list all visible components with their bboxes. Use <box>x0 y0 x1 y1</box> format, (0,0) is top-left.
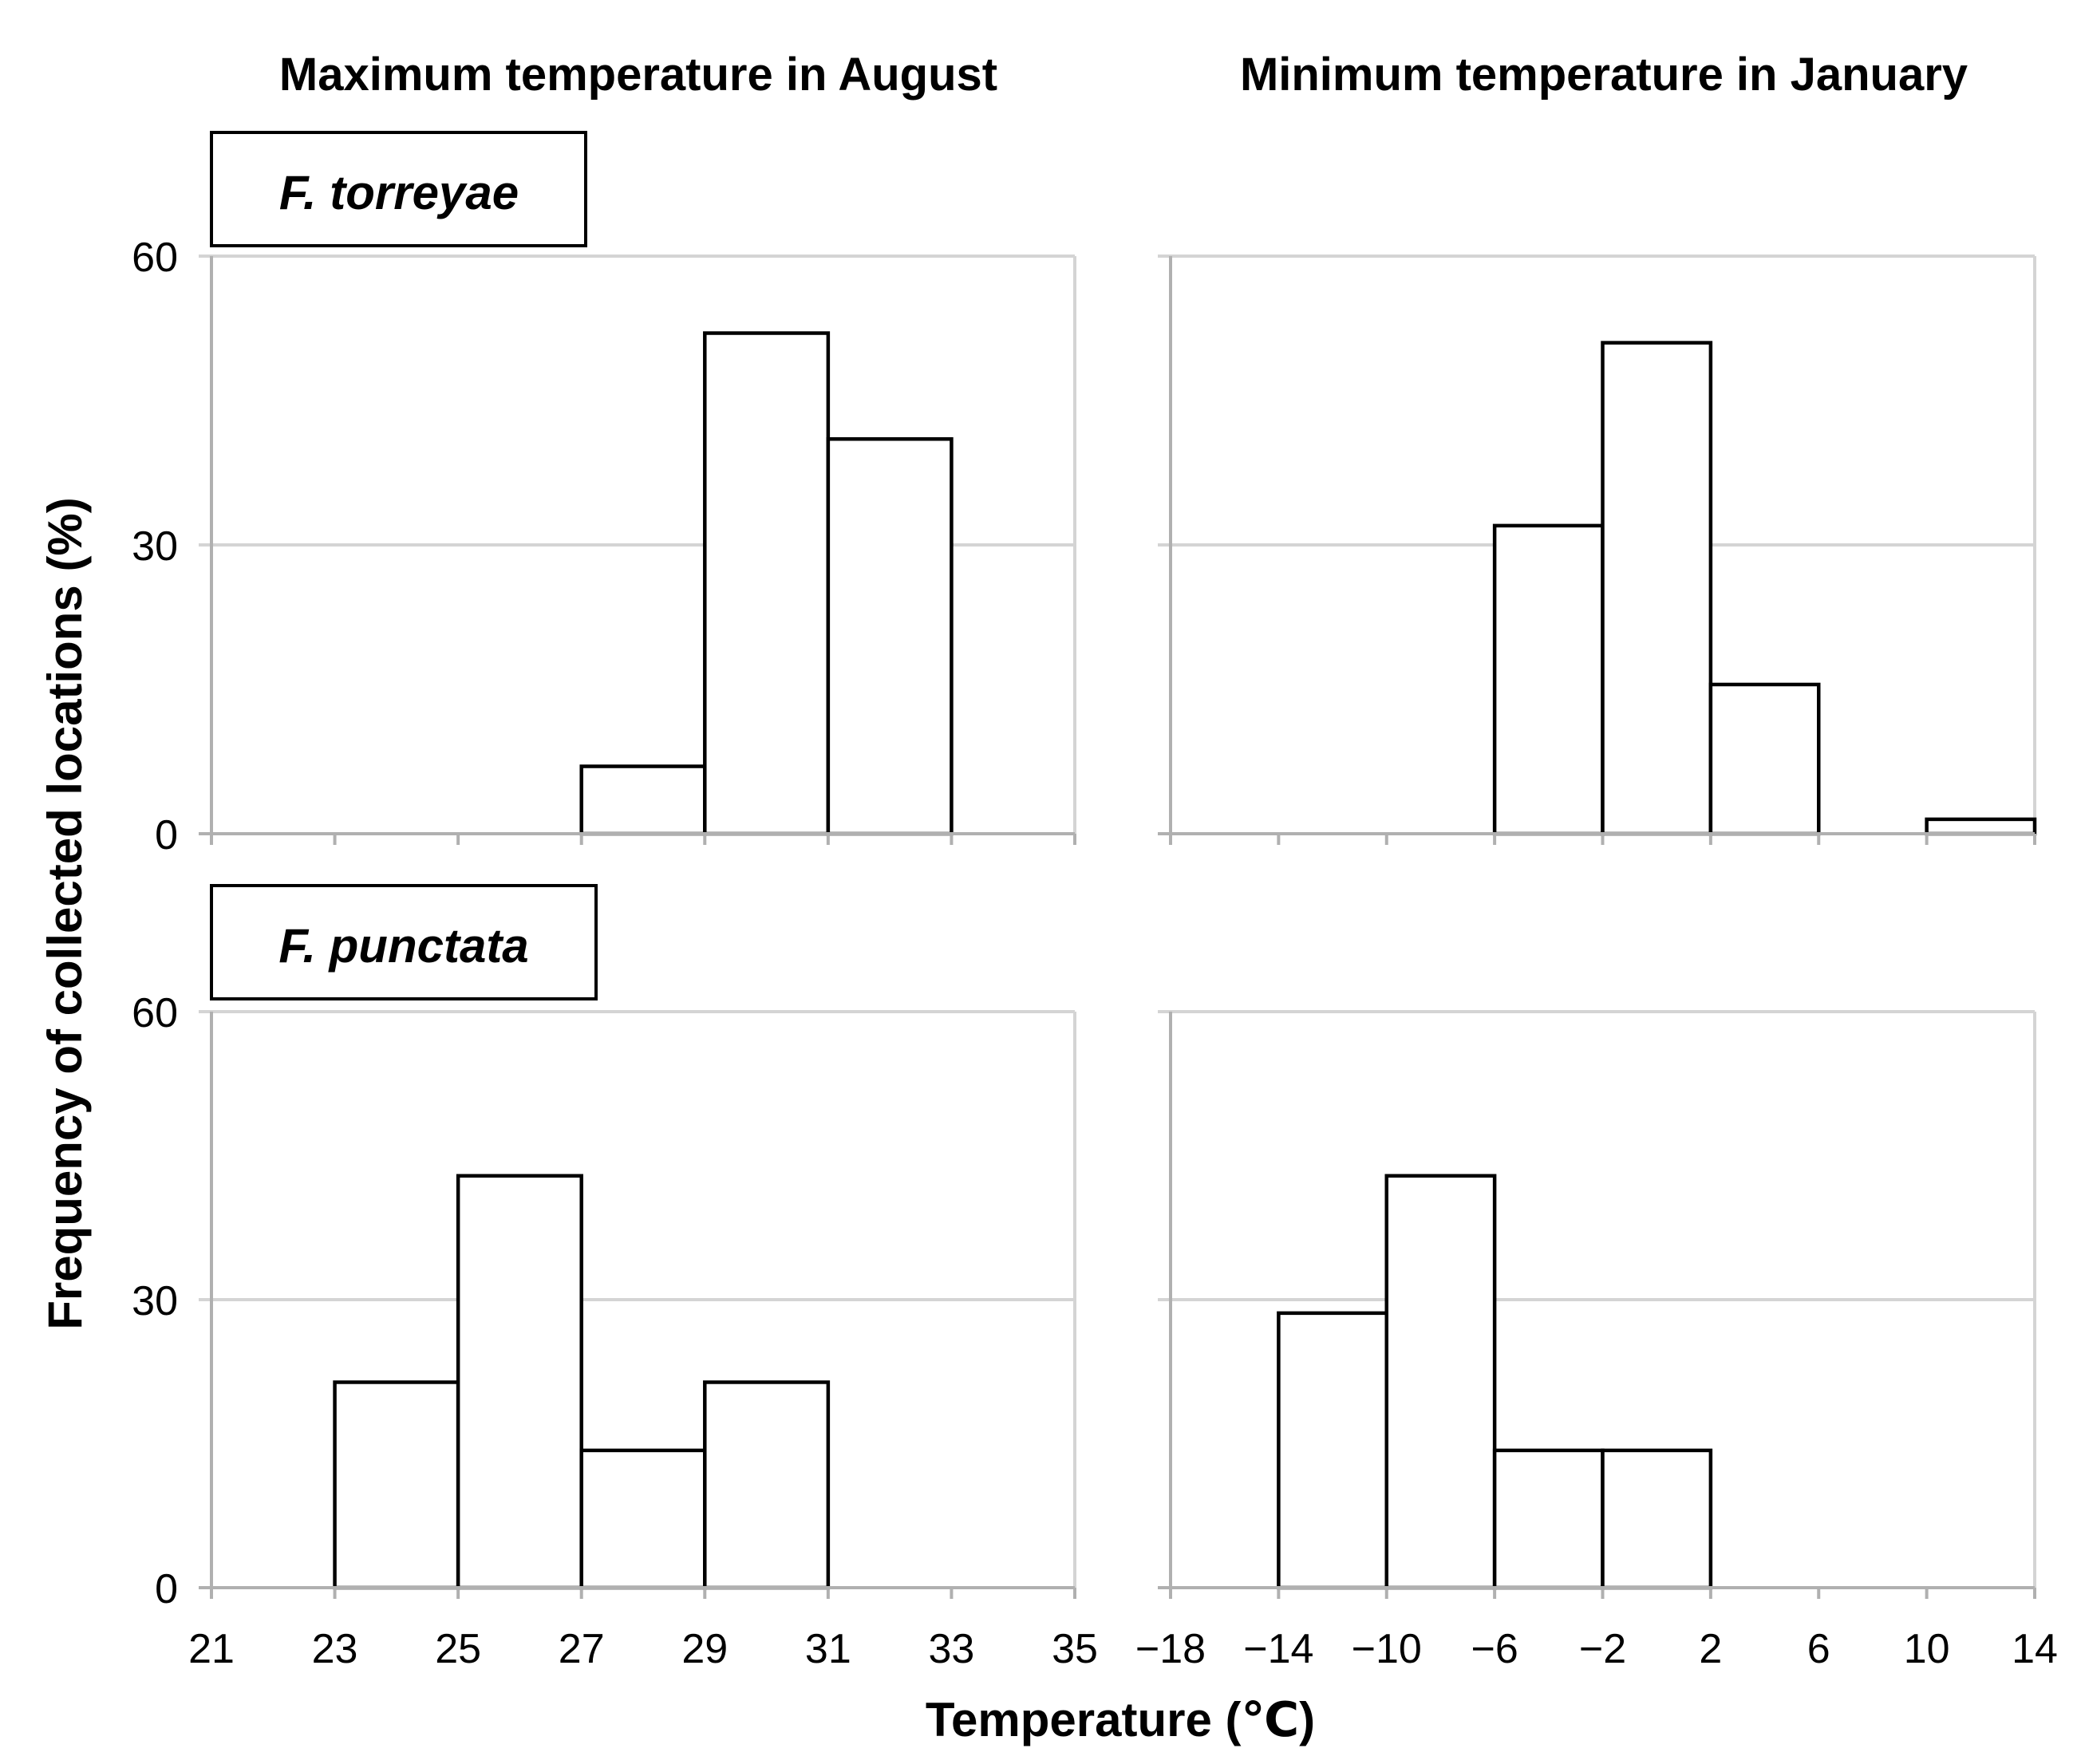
x-tick-label: −6 <box>1471 1626 1518 1672</box>
y-axis-title: Frequency of collected locations (%) <box>38 497 92 1330</box>
left-column-title: Maximum temperature in August <box>279 49 997 101</box>
x-tick-label: −14 <box>1243 1626 1313 1672</box>
histogram-bar <box>1492 523 1605 836</box>
y-tick-label: 60 <box>132 235 178 281</box>
species-label-top: F. torreyae <box>210 131 587 247</box>
right-column-title: Minimum temperature in January <box>1240 49 1968 101</box>
histogram-bar <box>1601 341 1713 836</box>
histogram-bar <box>1601 1448 1713 1590</box>
panel-torreyae-august: 0 30 60 <box>132 235 1076 858</box>
histogram-bar <box>1708 682 1821 836</box>
species-label-top-box <box>210 131 587 247</box>
y-tick-label: 60 <box>132 990 178 1036</box>
histogram-bar <box>703 331 831 836</box>
x-tick-label: 27 <box>559 1626 605 1672</box>
histogram-bar <box>1492 1448 1605 1590</box>
histogram-bar <box>333 1380 460 1590</box>
histogram-bar <box>1925 817 2037 836</box>
x-axis-title: Temperature (℃) <box>926 1693 1315 1746</box>
histogram-bar <box>826 437 954 836</box>
panel-punctata-january: −18 −14 −10 −6 −2 2 6 10 14 <box>1135 1010 2058 1672</box>
panel-punctata-august: 21 23 25 27 29 31 33 35 0 30 60 <box>132 990 1098 1672</box>
x-tick-label: 21 <box>188 1626 235 1672</box>
x-tick-label: 29 <box>681 1626 728 1672</box>
species-label-bottom: F. punctata <box>210 884 598 1000</box>
histogram-bar <box>579 764 707 836</box>
histogram-bar <box>1277 1311 1388 1590</box>
x-tick-label: 14 <box>2012 1626 2058 1672</box>
x-tick-label: 31 <box>805 1626 851 1672</box>
x-tick-label: 10 <box>1904 1626 1950 1672</box>
y-tick-label: 0 <box>155 812 178 858</box>
panel-torreyae-january <box>1158 255 2037 845</box>
histogram-bar <box>703 1380 831 1590</box>
y-tick-label: 30 <box>132 1278 178 1324</box>
x-tick-label: −10 <box>1352 1626 1422 1672</box>
x-tick-label: 6 <box>1807 1626 1830 1672</box>
x-tick-label: 2 <box>1699 1626 1722 1672</box>
species-label-bottom-box <box>210 884 598 1000</box>
x-tick-label: 35 <box>1052 1626 1098 1672</box>
histogram-bar <box>456 1174 583 1590</box>
x-tick-label: 33 <box>929 1626 975 1672</box>
y-tick-label: 0 <box>155 1566 178 1612</box>
species-label-top-text: F. torreyae <box>279 166 519 219</box>
species-label-bottom-text: F. punctata <box>278 919 528 973</box>
x-tick-label: −18 <box>1135 1626 1206 1672</box>
x-tick-label: 23 <box>312 1626 358 1672</box>
x-tick-label: −2 <box>1579 1626 1626 1672</box>
histogram-bar <box>1384 1174 1497 1590</box>
x-tick-label: 25 <box>435 1626 481 1672</box>
y-tick-label: 30 <box>132 523 178 570</box>
histogram-bar <box>579 1448 707 1590</box>
